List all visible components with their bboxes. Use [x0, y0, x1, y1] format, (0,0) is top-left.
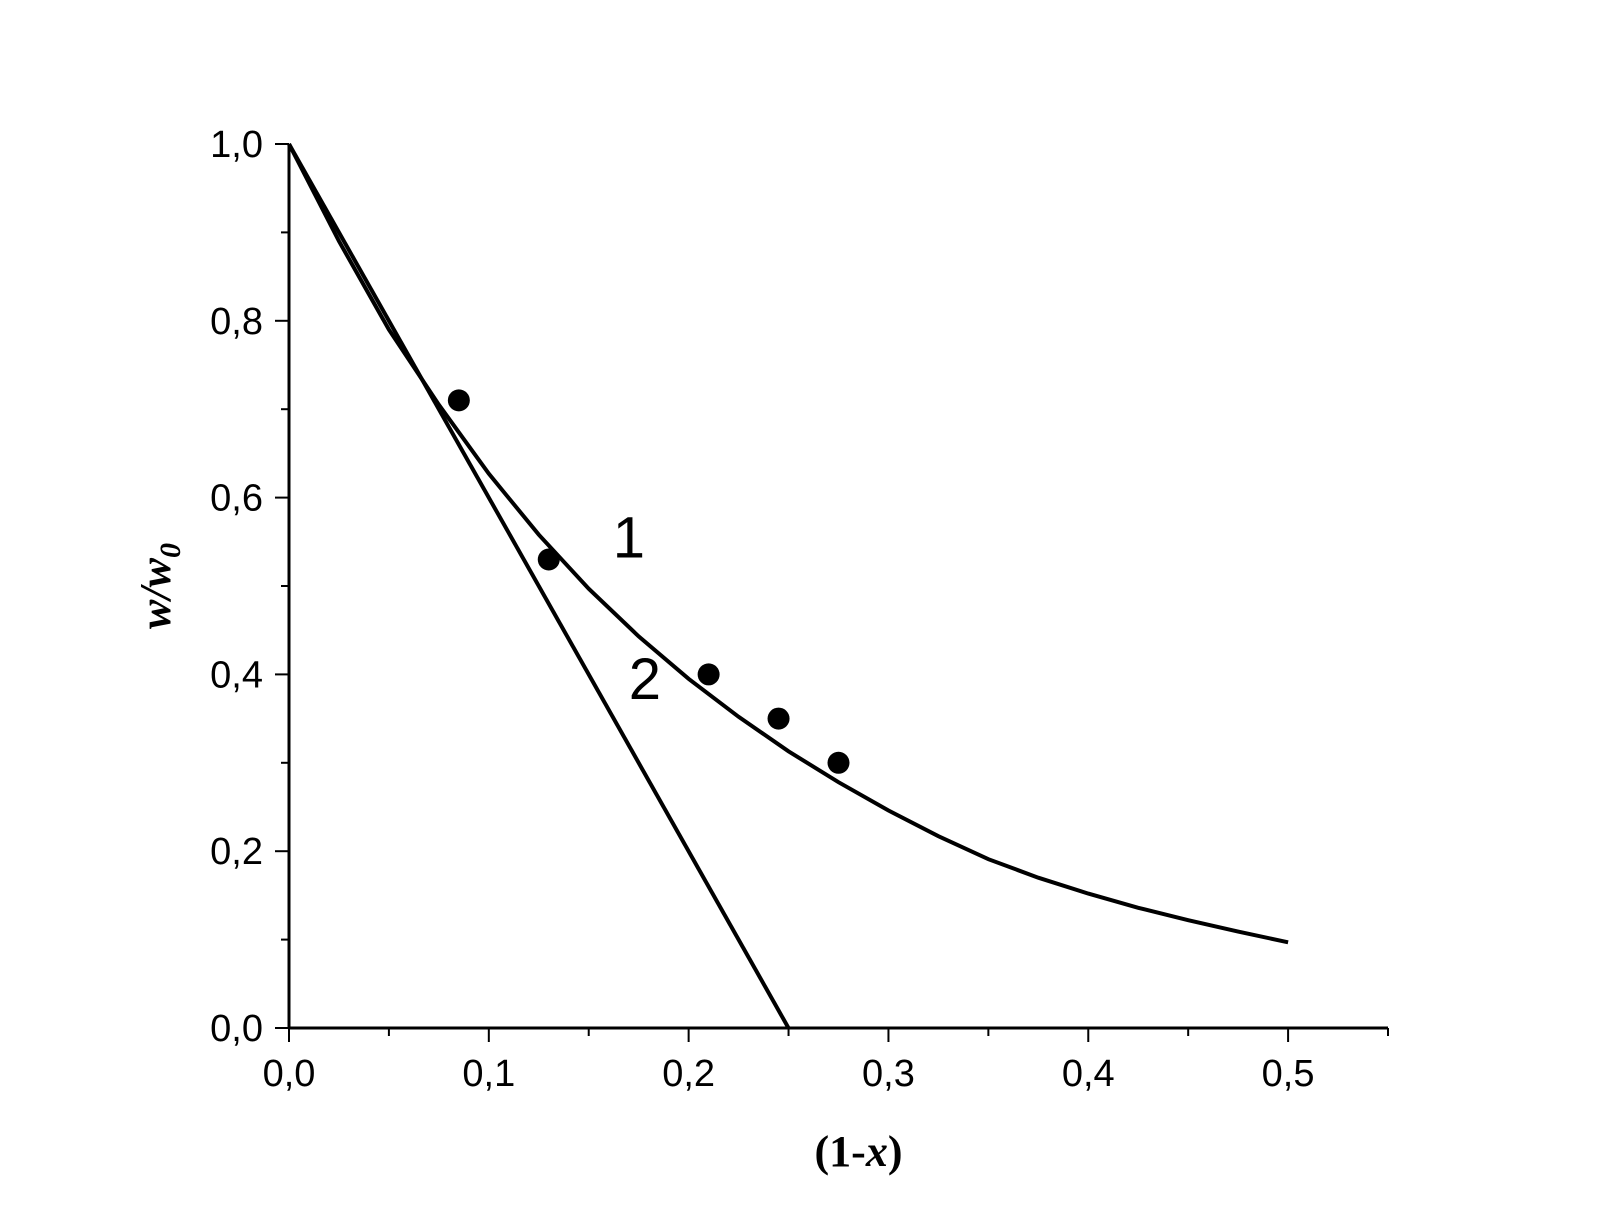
data-point — [827, 751, 850, 774]
x-axis-title: (1-x) — [815, 1127, 903, 1176]
data-point — [447, 389, 470, 412]
y-tick-label: 0,2 — [210, 831, 263, 873]
x-tick-label: 0,5 — [1262, 1053, 1315, 1095]
x-ticks: 0,0 0,1 0,2 0,3 0,4 0,5 — [263, 1028, 1389, 1095]
curve-label-2: 2 — [629, 647, 661, 712]
y-axis-title: w/w0 — [131, 543, 187, 629]
y-tick-label: 0,6 — [210, 478, 263, 520]
y-tick-label: 1,0 — [210, 124, 263, 166]
axes: 0,0 0,1 0,2 0,3 0,4 0,5 0,0 0,2 0,4 0,6 0,8 1,0 — [210, 124, 1389, 1095]
x-tick-label: 0,1 — [462, 1053, 515, 1095]
series-line-1 — [287, 143, 1289, 945]
annotation-layer: 12 — [613, 505, 661, 711]
x-tick-label: 0,0 — [263, 1053, 316, 1095]
series-line-2 — [287, 143, 791, 1029]
series-layer — [287, 143, 1289, 1029]
data-point — [697, 663, 720, 686]
y-tick-label: 0,0 — [210, 1008, 263, 1050]
x-tick-label: 0,2 — [662, 1053, 715, 1095]
curve-label-1: 1 — [613, 505, 645, 570]
data-point — [537, 548, 560, 571]
x-tick-label: 0,3 — [862, 1053, 915, 1095]
data-point — [767, 707, 790, 730]
y-tick-label: 0,8 — [210, 301, 263, 343]
y-tick-label: 0,4 — [210, 654, 263, 696]
y-ticks: 0,0 0,2 0,4 0,6 0,8 1,0 — [210, 124, 289, 1050]
x-tick-label: 0,4 — [1062, 1053, 1115, 1095]
